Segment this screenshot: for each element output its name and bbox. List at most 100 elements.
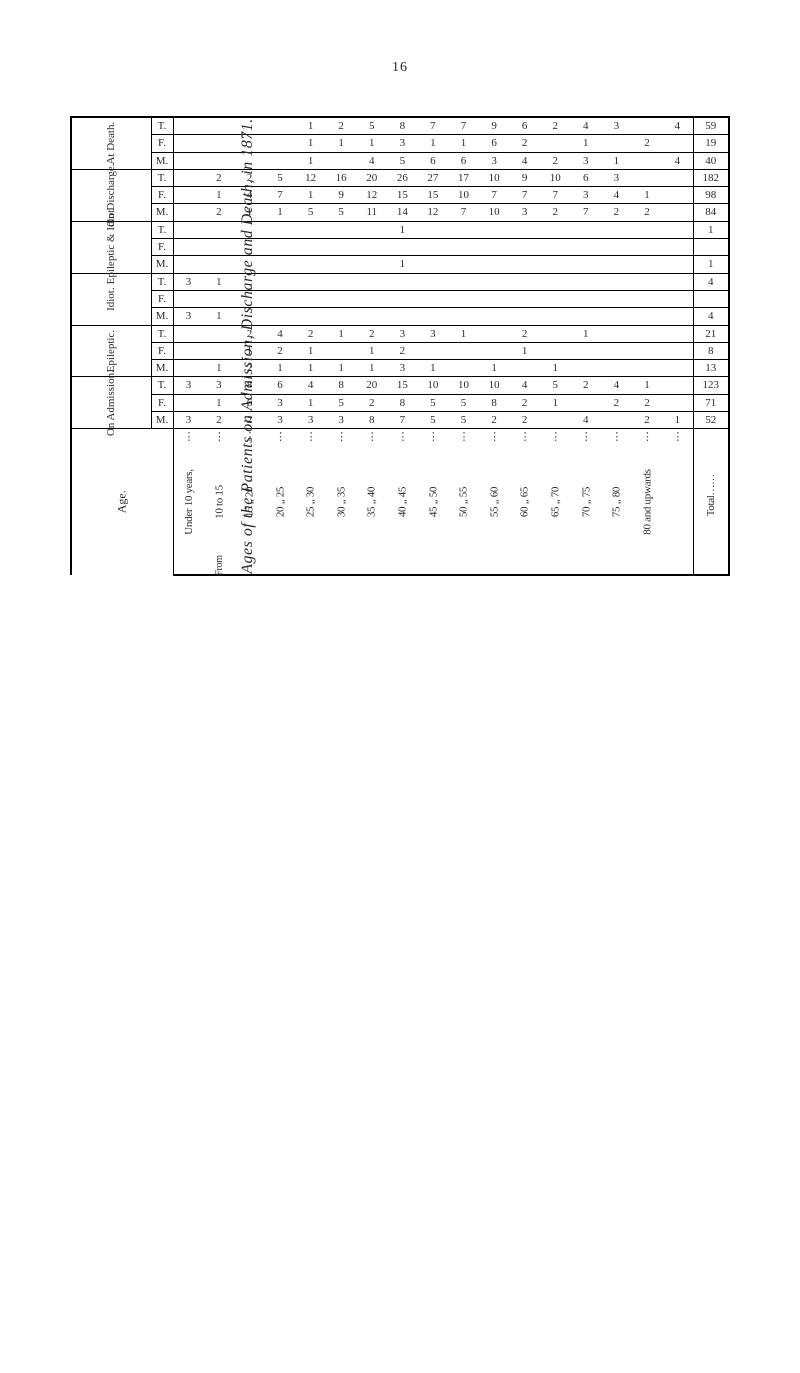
data-cell: 1 xyxy=(632,187,663,204)
data-cell: 4 xyxy=(265,325,296,342)
data-cell xyxy=(662,394,693,411)
data-cell: 3 xyxy=(204,377,235,394)
data-cell xyxy=(265,117,296,135)
data-cell xyxy=(387,290,418,307)
data-cell xyxy=(662,273,693,290)
data-cell: 2 xyxy=(601,204,632,221)
data-cell xyxy=(204,256,235,273)
data-cell: 9 xyxy=(509,169,540,186)
data-cell: 2 xyxy=(509,394,540,411)
data-cell xyxy=(418,342,449,359)
data-cell xyxy=(173,342,204,359)
row-total: 19 xyxy=(693,135,729,152)
data-cell: 20 xyxy=(356,377,387,394)
data-cell: 15 xyxy=(387,377,418,394)
data-cell: 7 xyxy=(571,204,602,221)
data-cell xyxy=(632,360,663,377)
data-cell: 4 xyxy=(601,187,632,204)
data-cell xyxy=(265,308,296,325)
data-cell: 3 xyxy=(571,152,602,169)
data-cell xyxy=(295,239,326,256)
row-mft-label: F. xyxy=(151,342,173,359)
data-cell: 2 xyxy=(356,325,387,342)
age-col-sub xyxy=(540,558,571,575)
data-cell xyxy=(418,290,449,307)
row-total: 13 xyxy=(693,360,729,377)
data-cell xyxy=(601,290,632,307)
data-cell: 12 xyxy=(356,187,387,204)
row-mft-label: F. xyxy=(151,239,173,256)
data-cell: 2 xyxy=(540,152,571,169)
data-cell: 2 xyxy=(356,394,387,411)
data-cell: 16 xyxy=(326,169,357,186)
age-col-sub xyxy=(356,558,387,575)
data-cell: 3 xyxy=(509,204,540,221)
data-cell: 7 xyxy=(418,117,449,135)
data-cell xyxy=(632,169,663,186)
age-col-sub xyxy=(479,558,510,575)
age-col-dots: ⋮ xyxy=(173,429,204,446)
data-cell xyxy=(448,273,479,290)
row-mft-label: M. xyxy=(151,152,173,169)
row-total: 182 xyxy=(693,169,729,186)
data-cell: 3 xyxy=(601,117,632,135)
data-cell: 9 xyxy=(326,187,357,204)
age-col-dots: ⋮ xyxy=(540,429,571,446)
data-cell: 6 xyxy=(479,135,510,152)
data-cell: 6 xyxy=(448,152,479,169)
data-cell: 2 xyxy=(326,117,357,135)
data-cell xyxy=(601,221,632,238)
data-cell xyxy=(356,273,387,290)
data-cell: 1 xyxy=(509,342,540,359)
data-cell xyxy=(662,135,693,152)
data-cell: 2 xyxy=(540,204,571,221)
data-cell: 12 xyxy=(418,204,449,221)
data-cell xyxy=(632,239,663,256)
data-cell xyxy=(204,239,235,256)
data-cell: 1 xyxy=(601,152,632,169)
data-cell xyxy=(509,273,540,290)
data-cell: 7 xyxy=(540,187,571,204)
data-cell: 1 xyxy=(204,187,235,204)
data-cell xyxy=(387,239,418,256)
data-cell: 10 xyxy=(479,204,510,221)
data-cell xyxy=(356,221,387,238)
data-cell xyxy=(173,221,204,238)
data-cell: 3 xyxy=(571,187,602,204)
data-cell xyxy=(265,256,296,273)
data-cell: 4 xyxy=(356,152,387,169)
data-cell xyxy=(326,239,357,256)
data-cell xyxy=(295,221,326,238)
data-cell xyxy=(173,290,204,307)
age-col-sub xyxy=(326,558,357,575)
data-cell xyxy=(601,325,632,342)
age-col-sub xyxy=(295,558,326,575)
data-cell xyxy=(295,273,326,290)
row-mft-label: F. xyxy=(151,394,173,411)
data-cell: 3 xyxy=(387,360,418,377)
data-cell: 1 xyxy=(418,360,449,377)
data-cell: 27 xyxy=(418,169,449,186)
row-mft-label: M. xyxy=(151,360,173,377)
data-cell: 9 xyxy=(479,117,510,135)
data-cell xyxy=(479,290,510,307)
table-container: Ages of the Patients on Admission, Disch… xyxy=(70,116,730,576)
data-cell: 5 xyxy=(387,152,418,169)
data-cell xyxy=(173,187,204,204)
data-cell: 15 xyxy=(418,187,449,204)
data-cell: 7 xyxy=(479,187,510,204)
data-cell: 4 xyxy=(509,152,540,169)
data-cell xyxy=(326,152,357,169)
row-mft-label: T. xyxy=(151,221,173,238)
data-cell: 8 xyxy=(479,394,510,411)
age-col-dots: ⋮ xyxy=(632,429,663,446)
data-cell xyxy=(326,308,357,325)
data-cell: 7 xyxy=(265,187,296,204)
data-cell: 2 xyxy=(204,204,235,221)
age-col-sub xyxy=(571,558,602,575)
data-cell: 3 xyxy=(479,152,510,169)
data-cell xyxy=(601,256,632,273)
data-cell: 2 xyxy=(632,394,663,411)
data-cell xyxy=(662,360,693,377)
data-cell xyxy=(479,325,510,342)
